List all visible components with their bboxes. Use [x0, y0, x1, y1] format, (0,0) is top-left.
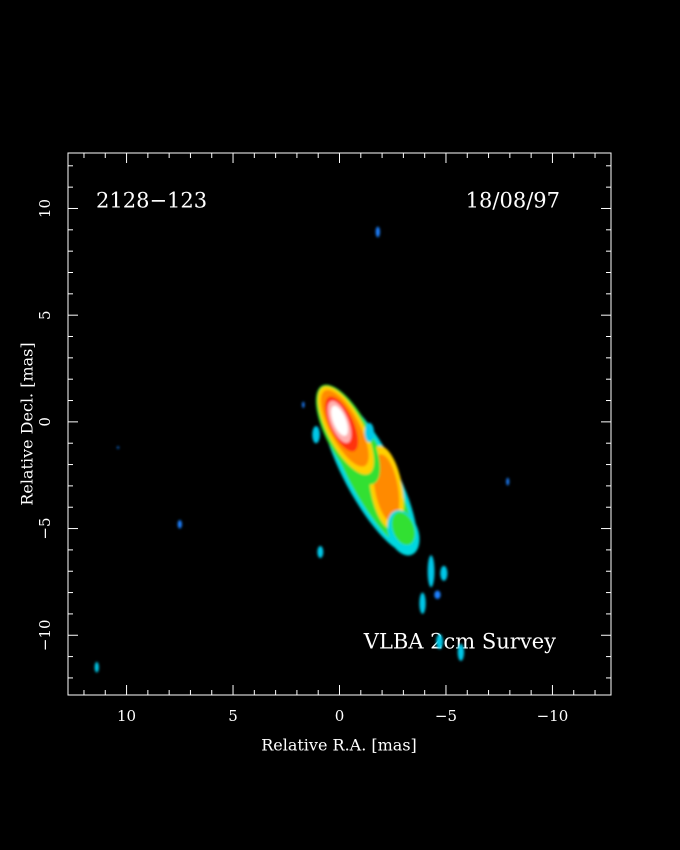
emission-component	[302, 401, 305, 408]
y-tick-label: 0	[36, 417, 54, 427]
emission-component	[457, 643, 465, 661]
x-tick-label: −5	[435, 707, 457, 725]
x-axis-label: Relative R.A. [mas]	[261, 736, 417, 755]
emission-component	[177, 520, 182, 529]
emission-component	[94, 661, 99, 673]
emission-component	[440, 565, 448, 581]
emission-component	[317, 546, 324, 559]
emission-component	[364, 422, 374, 443]
emission-component	[506, 477, 510, 486]
y-tick-label: −5	[36, 517, 54, 539]
emission-component	[427, 555, 435, 588]
emission-component	[419, 592, 426, 614]
emission-component	[331, 405, 348, 436]
image-layer	[94, 226, 510, 673]
y-axis-label: Relative Decl. [mas]	[18, 342, 37, 505]
y-tick-label: 5	[36, 310, 54, 320]
emission-component	[436, 634, 443, 650]
emission-component	[312, 426, 320, 444]
x-tick-label: 5	[228, 707, 238, 725]
x-tick-label: 0	[335, 707, 345, 725]
emission-component	[391, 512, 415, 546]
source-name: 2128−123	[96, 189, 207, 213]
x-tick-label: −10	[537, 707, 569, 725]
x-tick-label: 10	[117, 707, 136, 725]
epoch: 18/08/97	[466, 189, 560, 213]
y-tick-label: −10	[36, 619, 54, 651]
y-tick-label: 10	[36, 199, 54, 218]
emission-component	[434, 590, 441, 599]
emission-component	[375, 226, 380, 238]
emission-component	[116, 446, 120, 449]
